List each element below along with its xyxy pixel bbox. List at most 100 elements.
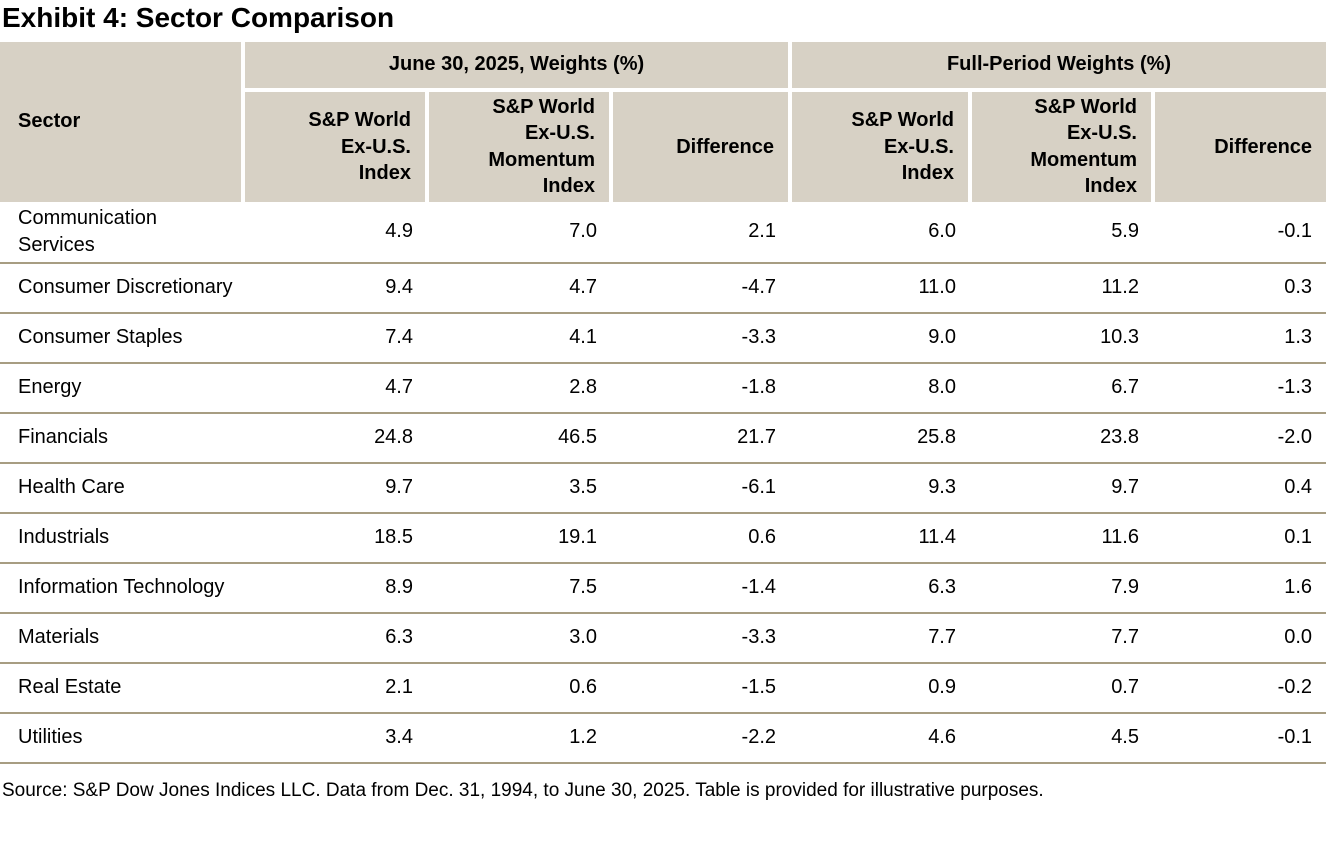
- value-cell: 2.1: [243, 662, 427, 714]
- value-cell: 19.1: [427, 512, 611, 564]
- value-cell: 1.3: [1153, 312, 1326, 364]
- value-cell: 4.1: [427, 312, 611, 364]
- value-cell: -3.3: [611, 312, 790, 364]
- value-cell: 3.5: [427, 462, 611, 514]
- value-cell: 18.5: [243, 512, 427, 564]
- value-cell: 9.7: [243, 462, 427, 514]
- exhibit-title: Exhibit 4: Sector Comparison: [2, 2, 395, 33]
- value-cell: 7.7: [790, 612, 970, 664]
- table-row: Consumer Staples 7.4 4.1 -3.3 9.0 10.3 1…: [0, 312, 1326, 364]
- value-cell: -3.3: [611, 612, 790, 664]
- value-cell: 0.4: [1153, 462, 1326, 514]
- value-cell: 8.9: [243, 562, 427, 614]
- value-cell: 8.0: [790, 362, 970, 414]
- sector-column-header: Sector: [0, 41, 243, 202]
- value-cell: 2.1: [611, 201, 790, 264]
- value-cell: 7.4: [243, 312, 427, 364]
- value-cell: 21.7: [611, 412, 790, 464]
- table-row: Energy 4.7 2.8 -1.8 8.0 6.7 -1.3: [0, 362, 1326, 414]
- table-row: Consumer Discretionary 9.4 4.7 -4.7 11.0…: [0, 262, 1326, 314]
- sector-name-cell: Utilities: [0, 712, 243, 764]
- col-header-june-index: S&P World Ex-U.S. Index: [241, 89, 427, 202]
- value-cell: 4.9: [243, 201, 427, 264]
- sector-name-cell: Industrials: [0, 512, 243, 564]
- value-cell: 4.7: [427, 262, 611, 314]
- col-header-full-index: S&P World Ex-U.S. Index: [788, 89, 970, 202]
- value-cell: 6.3: [790, 562, 970, 614]
- value-cell: -1.4: [611, 562, 790, 614]
- table-body: Communication Services 4.9 7.0 2.1 6.0 5…: [0, 201, 1326, 764]
- source-note: Source: S&P Dow Jones Indices LLC. Data …: [2, 779, 1044, 801]
- value-cell: 2.8: [427, 362, 611, 414]
- value-cell: 46.5: [427, 412, 611, 464]
- column-header-row: S&P World Ex-U.S. Index S&P World Ex-U.S…: [0, 89, 1326, 202]
- sector-name-cell: Materials: [0, 612, 243, 664]
- sector-name-cell: Energy: [0, 362, 243, 414]
- sector-name-cell: Health Care: [0, 462, 243, 514]
- sector-name-cell: Communication Services: [0, 201, 243, 264]
- value-cell: 9.7: [970, 462, 1153, 514]
- value-cell: 0.6: [611, 512, 790, 564]
- value-cell: -1.5: [611, 662, 790, 714]
- col-header-june-momentum-index: S&P World Ex-U.S. Momentum Index: [425, 89, 611, 202]
- value-cell: 0.7: [970, 662, 1153, 714]
- value-cell: 1.6: [1153, 562, 1326, 614]
- value-cell: 4.5: [970, 712, 1153, 764]
- value-cell: 0.3: [1153, 262, 1326, 314]
- col-header-june-difference: Difference: [609, 89, 790, 202]
- value-cell: -2.2: [611, 712, 790, 764]
- value-cell: 0.0: [1153, 612, 1326, 664]
- group-header-june-weights: June 30, 2025, Weights (%): [241, 41, 790, 92]
- value-cell: 11.4: [790, 512, 970, 564]
- sector-comparison-table: Sector June 30, 2025, Weights (%) Full-P…: [0, 41, 1326, 764]
- value-cell: -0.1: [1153, 201, 1326, 264]
- value-cell: 4.6: [790, 712, 970, 764]
- table-row: Communication Services 4.9 7.0 2.1 6.0 5…: [0, 201, 1326, 264]
- value-cell: 7.9: [970, 562, 1153, 614]
- value-cell: 25.8: [790, 412, 970, 464]
- table-row: Utilities 3.4 1.2 -2.2 4.6 4.5 -0.1: [0, 712, 1326, 764]
- table-row: Financials 24.8 46.5 21.7 25.8 23.8 -2.0: [0, 412, 1326, 464]
- value-cell: 24.8: [243, 412, 427, 464]
- value-cell: 0.1: [1153, 512, 1326, 564]
- value-cell: 4.7: [243, 362, 427, 414]
- value-cell: 23.8: [970, 412, 1153, 464]
- col-header-full-difference: Difference: [1150, 89, 1326, 202]
- table-row: Information Technology 8.9 7.5 -1.4 6.3 …: [0, 562, 1326, 614]
- value-cell: -6.1: [611, 462, 790, 514]
- value-cell: 7.0: [427, 201, 611, 264]
- value-cell: -2.0: [1153, 412, 1326, 464]
- value-cell: -0.1: [1153, 712, 1326, 764]
- value-cell: 6.3: [243, 612, 427, 664]
- table-row: Health Care 9.7 3.5 -6.1 9.3 9.7 0.4: [0, 462, 1326, 514]
- value-cell: -4.7: [611, 262, 790, 314]
- value-cell: 5.9: [970, 201, 1153, 264]
- value-cell: 7.5: [427, 562, 611, 614]
- value-cell: -1.3: [1153, 362, 1326, 414]
- value-cell: 7.7: [970, 612, 1153, 664]
- value-cell: 6.7: [970, 362, 1153, 414]
- value-cell: 0.6: [427, 662, 611, 714]
- sector-name-cell: Real Estate: [0, 662, 243, 714]
- table-header: Sector June 30, 2025, Weights (%) Full-P…: [0, 41, 1326, 202]
- value-cell: 9.0: [790, 312, 970, 364]
- sector-name-cell: Consumer Discretionary: [0, 262, 243, 314]
- value-cell: 11.0: [790, 262, 970, 314]
- group-header-row: Sector June 30, 2025, Weights (%) Full-P…: [0, 41, 1326, 202]
- sector-name-cell: Financials: [0, 412, 243, 464]
- value-cell: -1.8: [611, 362, 790, 414]
- value-cell: 3.0: [427, 612, 611, 664]
- value-cell: -0.2: [1153, 662, 1326, 714]
- sector-name-cell: Consumer Staples: [0, 312, 243, 364]
- value-cell: 11.2: [970, 262, 1153, 314]
- value-cell: 9.3: [790, 462, 970, 514]
- table-row: Materials 6.3 3.0 -3.3 7.7 7.7 0.0: [0, 612, 1326, 664]
- value-cell: 3.4: [243, 712, 427, 764]
- value-cell: 0.9: [790, 662, 970, 714]
- value-cell: 9.4: [243, 262, 427, 314]
- group-header-full-period-weights: Full-Period Weights (%): [787, 41, 1326, 92]
- value-cell: 11.6: [970, 512, 1153, 564]
- table-row: Industrials 18.5 19.1 0.6 11.4 11.6 0.1: [0, 512, 1326, 564]
- col-header-full-momentum-index: S&P World Ex-U.S. Momentum Index: [968, 89, 1153, 202]
